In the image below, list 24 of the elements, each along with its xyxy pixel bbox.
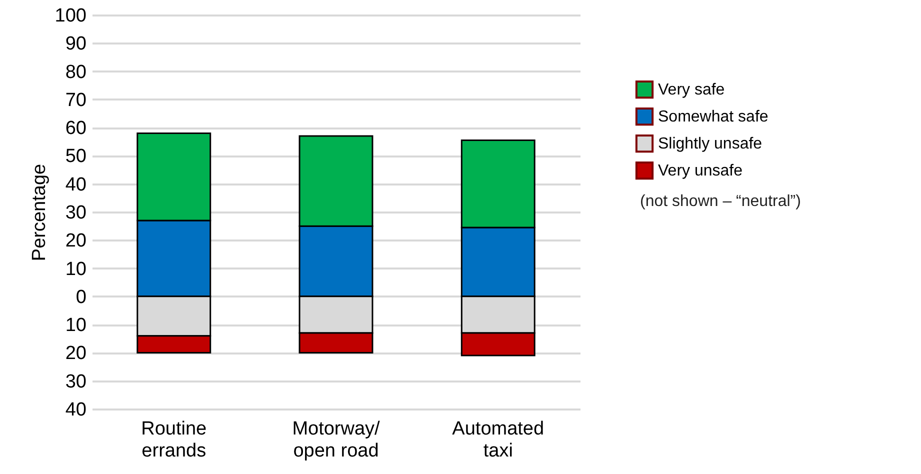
y-tick-label: 20 bbox=[65, 230, 86, 252]
text: (not shown – “neutral”) bbox=[640, 193, 801, 211]
legend-label: Very safe bbox=[658, 82, 725, 98]
x-tick-label: Routine errands bbox=[141, 418, 207, 462]
y-tick-label: 90 bbox=[65, 34, 86, 55]
y-tick-label: 70 bbox=[65, 90, 86, 111]
y-tick-label: 100 bbox=[54, 6, 86, 26]
y-tick-label: 40 bbox=[65, 400, 86, 420]
y-tick-label: 10 bbox=[65, 258, 86, 280]
y-tick-label: 30 bbox=[65, 371, 86, 392]
y-tick-label: 20 bbox=[65, 343, 86, 364]
y-tick-label: 40 bbox=[65, 174, 86, 196]
y-tick-label: 50 bbox=[65, 146, 86, 168]
x-tick-label: Motorway/ open road bbox=[292, 418, 381, 462]
legend-label: Very unsafe bbox=[658, 162, 743, 180]
legend-label: Slightly unsafe bbox=[658, 136, 762, 152]
legend-label: Somewhat safe bbox=[658, 108, 768, 126]
y-tick-label: 10 bbox=[65, 315, 86, 336]
x-tick-label: Automated taxi bbox=[452, 418, 544, 462]
y-tick-label: 30 bbox=[65, 202, 86, 224]
y-tick-label: 80 bbox=[65, 62, 86, 83]
y-axis-title: Percentage bbox=[28, 164, 50, 262]
y-tick-label: 60 bbox=[65, 118, 86, 140]
y-tick-label: 0 bbox=[76, 286, 86, 308]
